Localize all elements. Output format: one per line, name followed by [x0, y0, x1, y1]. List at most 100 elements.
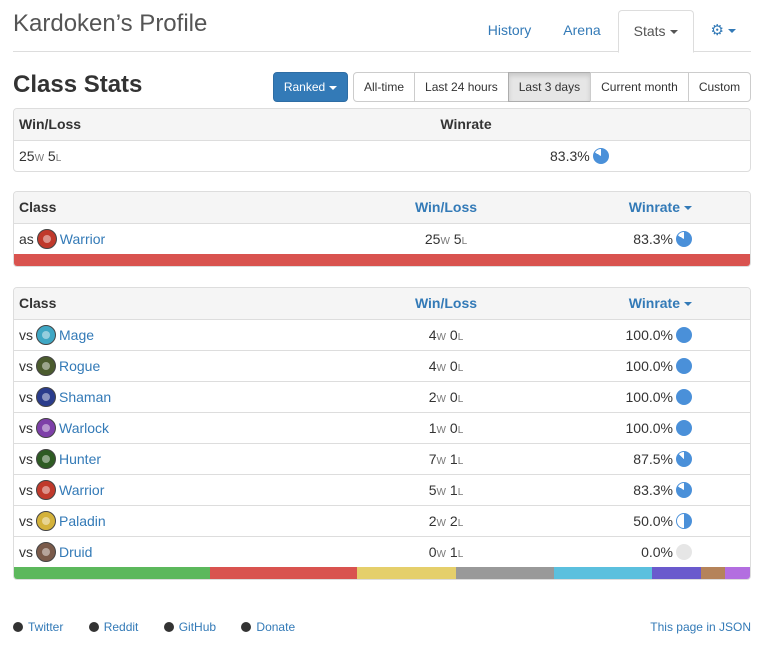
winrate-pie-icon: [676, 326, 692, 343]
winrate-pie-icon: [676, 450, 692, 467]
class-link-hunter[interactable]: Hunter: [59, 451, 102, 467]
paypal-icon: [241, 622, 252, 632]
table-header-row: Win/Loss Winrate: [14, 109, 750, 140]
hunter-icon: [36, 448, 56, 469]
time-filter-custom[interactable]: Custom: [687, 72, 752, 102]
tab-history[interactable]: History: [487, 22, 532, 38]
caret-down-icon: [684, 206, 692, 211]
page-title: Kardoken’s Profile: [13, 10, 208, 37]
winrate-pie-icon: [676, 512, 692, 529]
table-row: vs Paladin 2W 2L 50.0%: [14, 505, 750, 536]
class-link-warrior[interactable]: Warrior: [59, 482, 105, 498]
table-header-row: Class Win/Loss Winrate: [14, 288, 750, 319]
warrior-icon: [36, 228, 57, 249]
overall-winrate: 83.3%: [550, 141, 609, 171]
bar-segment-shaman: [651, 567, 701, 579]
tab-stats[interactable]: Stats: [617, 10, 694, 53]
twitter-icon: [13, 622, 23, 632]
class-link-warlock[interactable]: Warlock: [59, 420, 110, 436]
overall-win-loss: 25W 5L: [19, 148, 62, 164]
class-cell: as Warrior: [19, 224, 105, 254]
bar-segment-mage: [553, 567, 652, 579]
class-distribution-bar: [14, 567, 750, 579]
win-loss-cell: 2W 0L: [428, 389, 464, 405]
profile-header: Kardoken’s Profile History Arena Stats ⚙: [13, 0, 751, 53]
nav-tabs: History Arena Stats ⚙: [471, 10, 751, 53]
caret-down-icon: [329, 85, 338, 90]
caret-down-icon: [669, 30, 678, 35]
win-loss-cell: 1W 0L: [428, 420, 464, 436]
vs-rows: vs Mage 4W 0L 100.0% vs Rogue 4W 0L 100.0% vs Sha…: [14, 319, 750, 567]
header-winrate-sort[interactable]: Winrate: [532, 192, 692, 222]
table-row: vs Rogue 4W 0L 100.0%: [14, 350, 750, 381]
class-link-shaman[interactable]: Shaman: [59, 389, 112, 405]
github-link[interactable]: GitHub: [163, 620, 216, 634]
settings-dropdown[interactable]: ⚙: [696, 10, 751, 52]
vs-class-panel: Class Win/Loss Winrate vs Mage 4W 0L 100.0%…: [13, 287, 751, 580]
tab-stats-label: Stats: [633, 23, 666, 39]
header-class: Class: [19, 199, 57, 215]
class-link-mage[interactable]: Mage: [59, 327, 95, 343]
winrate-pie-icon: [592, 147, 609, 164]
header-winrate-sort[interactable]: Winrate: [532, 288, 692, 318]
bar-segment-paladin: [357, 567, 456, 579]
table-row: vs Druid 0W 1L 0.0%: [14, 536, 750, 567]
footer: Twitter Reddit GitHub Donate This page i…: [13, 620, 751, 638]
time-filter-last-24-hours[interactable]: Last 24 hours: [414, 72, 509, 102]
ranked-dropdown-button[interactable]: Ranked: [273, 72, 348, 102]
win-loss-cell: 5W 1L: [428, 482, 464, 498]
ranked-label: Ranked: [283, 80, 326, 94]
json-link[interactable]: This page in JSON: [650, 620, 751, 634]
class-link-paladin[interactable]: Paladin: [59, 513, 106, 529]
winrate-cell: 0.0%: [532, 537, 692, 567]
twitter-link[interactable]: Twitter: [13, 620, 63, 634]
caret-down-icon: [728, 29, 736, 34]
winrate-cell: 87.5%: [532, 444, 692, 474]
winrate-pie-icon: [676, 481, 692, 498]
class-link-druid[interactable]: Druid: [59, 544, 93, 560]
table-row: vs Mage 4W 0L 100.0%: [14, 319, 750, 350]
rogue-icon: [36, 355, 56, 376]
winrate-cell: 50.0%: [532, 506, 692, 536]
win-loss-cell: 4W 0L: [428, 358, 464, 374]
header-win-loss-sort[interactable]: Win/Loss: [414, 199, 478, 215]
bar-segment-warrior: [14, 254, 750, 266]
win-loss-cell: 2W 2L: [428, 513, 464, 529]
header-win-loss: Win/Loss: [19, 116, 82, 132]
winrate-pie-icon: [676, 357, 692, 374]
win-loss-cell: 25W 5L: [424, 231, 468, 247]
overall-stats-panel: Win/Loss Winrate 25W 5L 83.3%: [13, 108, 751, 172]
gear-icon: ⚙: [710, 22, 724, 39]
class-cell: vs Hunter: [19, 444, 101, 474]
class-cell: vs Rogue: [19, 351, 100, 381]
winrate-pie-icon: [676, 230, 692, 247]
as-rows: as Warrior 25W 5L 83.3%: [14, 223, 750, 254]
time-filter-group: All-time Last 24 hours Last 3 days Current …: [353, 72, 752, 102]
winrate-pie-icon: [676, 388, 692, 405]
donate-link[interactable]: Donate: [241, 620, 295, 634]
time-filter-last-3-days[interactable]: Last 3 days: [507, 72, 592, 102]
tab-arena[interactable]: Arena: [563, 22, 601, 38]
class-link-warrior[interactable]: Warrior: [59, 231, 106, 247]
table-row: vs Hunter 7W 1L 87.5%: [14, 443, 750, 474]
time-filter-current-month[interactable]: Current month: [590, 72, 689, 102]
win-loss-cell: 7W 1L: [428, 451, 464, 467]
druid-icon: [36, 541, 56, 562]
reddit-link[interactable]: Reddit: [88, 620, 138, 634]
section-title: Class Stats: [13, 71, 143, 98]
class-cell: vs Warlock: [19, 413, 109, 443]
class-distribution-bar: [14, 254, 750, 266]
header-win-loss-sort[interactable]: Win/Loss: [414, 295, 478, 311]
bar-segment-druid: [700, 567, 726, 579]
class-cell: vs Druid: [19, 537, 92, 567]
time-filter-all-time[interactable]: All-time: [353, 72, 416, 102]
bar-segment-warlock: [725, 567, 750, 579]
caret-down-icon: [684, 302, 692, 307]
as-class-panel: Class Win/Loss Winrate as Warrior 25W 5L 83…: [13, 191, 751, 267]
winrate-cell: 100.0%: [532, 382, 692, 412]
winrate-pie-icon: [676, 543, 692, 560]
class-link-rogue[interactable]: Rogue: [59, 358, 101, 374]
class-cell: vs Shaman: [19, 382, 111, 412]
table-row: vs Warrior 5W 1L 83.3%: [14, 474, 750, 505]
winrate-cell: 83.3%: [532, 475, 692, 505]
